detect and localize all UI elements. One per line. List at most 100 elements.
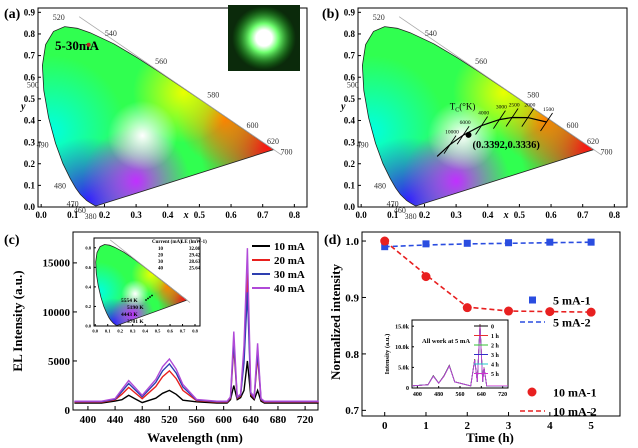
legend-label: 1 h bbox=[491, 334, 500, 340]
x-tick-label: 0.0 bbox=[92, 329, 98, 334]
x-tick-label: 680 bbox=[270, 414, 287, 426]
x-tick-label: 440 bbox=[107, 414, 124, 426]
x-tick-label: 640 bbox=[243, 414, 260, 426]
isotherm bbox=[521, 108, 535, 127]
x-tick-label: 0.7 bbox=[180, 329, 186, 334]
x-tick-label: 0.4 bbox=[142, 329, 148, 334]
wavelength-label: 520 bbox=[53, 13, 65, 22]
y-tick-label: 1.0 bbox=[345, 236, 359, 248]
x-tick-label: 0.7 bbox=[257, 210, 269, 220]
y-tick-label: 0.4 bbox=[85, 284, 91, 289]
wavelength-label: 460 bbox=[74, 206, 86, 215]
plot-frame bbox=[93, 237, 201, 327]
x-tick-label: 0.1 bbox=[67, 210, 79, 220]
color-point bbox=[86, 42, 91, 47]
x-axis-label: Time (h) bbox=[466, 430, 514, 445]
y-tick-label: 10000 bbox=[43, 307, 71, 319]
wavelength-label: 600 bbox=[566, 121, 578, 130]
x-tick-label: 5 bbox=[588, 420, 594, 432]
wavelength-label: 480 bbox=[374, 181, 386, 190]
y-tick-label: 0.9 bbox=[344, 7, 356, 17]
photo-glow bbox=[232, 6, 296, 70]
wavelength-label: 500 bbox=[27, 81, 39, 90]
panel-label: (a) bbox=[4, 7, 21, 22]
y-tick-label: 0.5 bbox=[24, 94, 36, 104]
y-tick-label: 0.6 bbox=[24, 72, 36, 82]
legend-label: 5 h bbox=[491, 372, 500, 378]
y-tick-label: 0.3 bbox=[24, 137, 36, 147]
wavelength-label: 560 bbox=[155, 57, 167, 66]
wavelength-label: 520 bbox=[373, 13, 385, 22]
x-axis-label: Wavelength (nm) bbox=[147, 430, 243, 445]
series-line bbox=[384, 241, 592, 248]
y-tick-label: 0.6 bbox=[85, 265, 91, 270]
table-header: Current (mA) bbox=[152, 240, 182, 245]
x-tick-label: 400 bbox=[413, 392, 422, 398]
legend-label: 30 mA bbox=[274, 269, 305, 281]
y-tick-label: 0.3 bbox=[344, 137, 356, 147]
cct-axis-label: TC(°K) bbox=[450, 102, 476, 114]
x-tick-label: 400 bbox=[80, 414, 97, 426]
x-tick-label: 480 bbox=[134, 414, 151, 426]
y-tick-label: 0.2 bbox=[85, 304, 91, 309]
y-axis-label: y bbox=[340, 102, 346, 113]
plot-frame bbox=[37, 7, 308, 208]
x-tick-label: 0.3 bbox=[130, 329, 136, 334]
y-tick-label: 0.7 bbox=[345, 405, 359, 417]
y-tick-label: 0.2 bbox=[344, 159, 356, 169]
marker bbox=[546, 238, 554, 246]
x-tick-label: 0.8 bbox=[192, 329, 198, 334]
y-tick-label: 0 bbox=[406, 386, 409, 392]
wavelength-label: 700 bbox=[281, 147, 293, 156]
y-tick-label: 0.7 bbox=[24, 51, 36, 61]
cct-unit: (°K) bbox=[459, 102, 475, 112]
color-blob bbox=[107, 100, 178, 171]
cct-dot bbox=[147, 297, 149, 300]
wavelength-label: 540 bbox=[425, 29, 437, 38]
cct-label: 1500 bbox=[543, 107, 554, 113]
legend-label: 5 mA-2 bbox=[553, 316, 591, 330]
y-tick-label: 0.4 bbox=[344, 116, 356, 126]
y-tick-label: 0.0 bbox=[85, 324, 91, 329]
x-tick-label: 0.4 bbox=[162, 210, 174, 220]
table-header: LE (lmW-1) bbox=[181, 240, 207, 245]
x-tick-label: 0.6 bbox=[167, 329, 173, 334]
plot-frame bbox=[361, 231, 621, 417]
x-tick-label: 640 bbox=[477, 392, 486, 398]
y-tick-label: 0.8 bbox=[85, 245, 91, 250]
wavelength-label: 470 bbox=[387, 199, 399, 208]
panel-label: (d) bbox=[324, 233, 341, 248]
legend-label: 10 mA-2 bbox=[553, 405, 597, 419]
x-tick-label: 0.8 bbox=[609, 210, 621, 220]
y-tick-label: 0.4 bbox=[24, 116, 36, 126]
table-cell: 28.63 bbox=[189, 260, 201, 265]
cct-label: 3000 bbox=[496, 105, 507, 111]
point-label: (0.3392,0.3336) bbox=[473, 140, 541, 151]
legend-label: 0 bbox=[491, 325, 494, 331]
x-tick-label: 0.5 bbox=[155, 329, 161, 334]
cct-label: 10000 bbox=[445, 130, 459, 136]
series-line bbox=[411, 326, 508, 387]
x-tick-label: 0.0 bbox=[356, 210, 368, 220]
y-tick-label: 0.0 bbox=[344, 202, 356, 212]
x-tick-label: 0.3 bbox=[450, 210, 462, 220]
x-tick-label: 0.2 bbox=[117, 329, 123, 334]
wavelength-label: 600 bbox=[246, 121, 258, 130]
y-tick-label: 0.0 bbox=[24, 202, 36, 212]
wavelength-label: 380 bbox=[405, 212, 417, 221]
y-tick-label: 15.0k bbox=[395, 324, 410, 330]
cct-label: 5190 K bbox=[127, 305, 144, 311]
chromaticity-point bbox=[465, 131, 472, 138]
wavelength-label: 480 bbox=[54, 181, 66, 190]
panel-label: (c) bbox=[4, 233, 20, 248]
x-tick-label: 0.6 bbox=[545, 210, 557, 220]
cct-label: 4000 bbox=[478, 110, 489, 116]
wavelength-label: 470 bbox=[67, 199, 79, 208]
annotation: 5-30mA bbox=[55, 38, 100, 53]
cct-dot bbox=[145, 299, 147, 301]
color-blob bbox=[121, 280, 149, 308]
isotherm bbox=[475, 116, 488, 135]
marker bbox=[422, 240, 430, 248]
legend-label: 4 h bbox=[491, 363, 500, 369]
